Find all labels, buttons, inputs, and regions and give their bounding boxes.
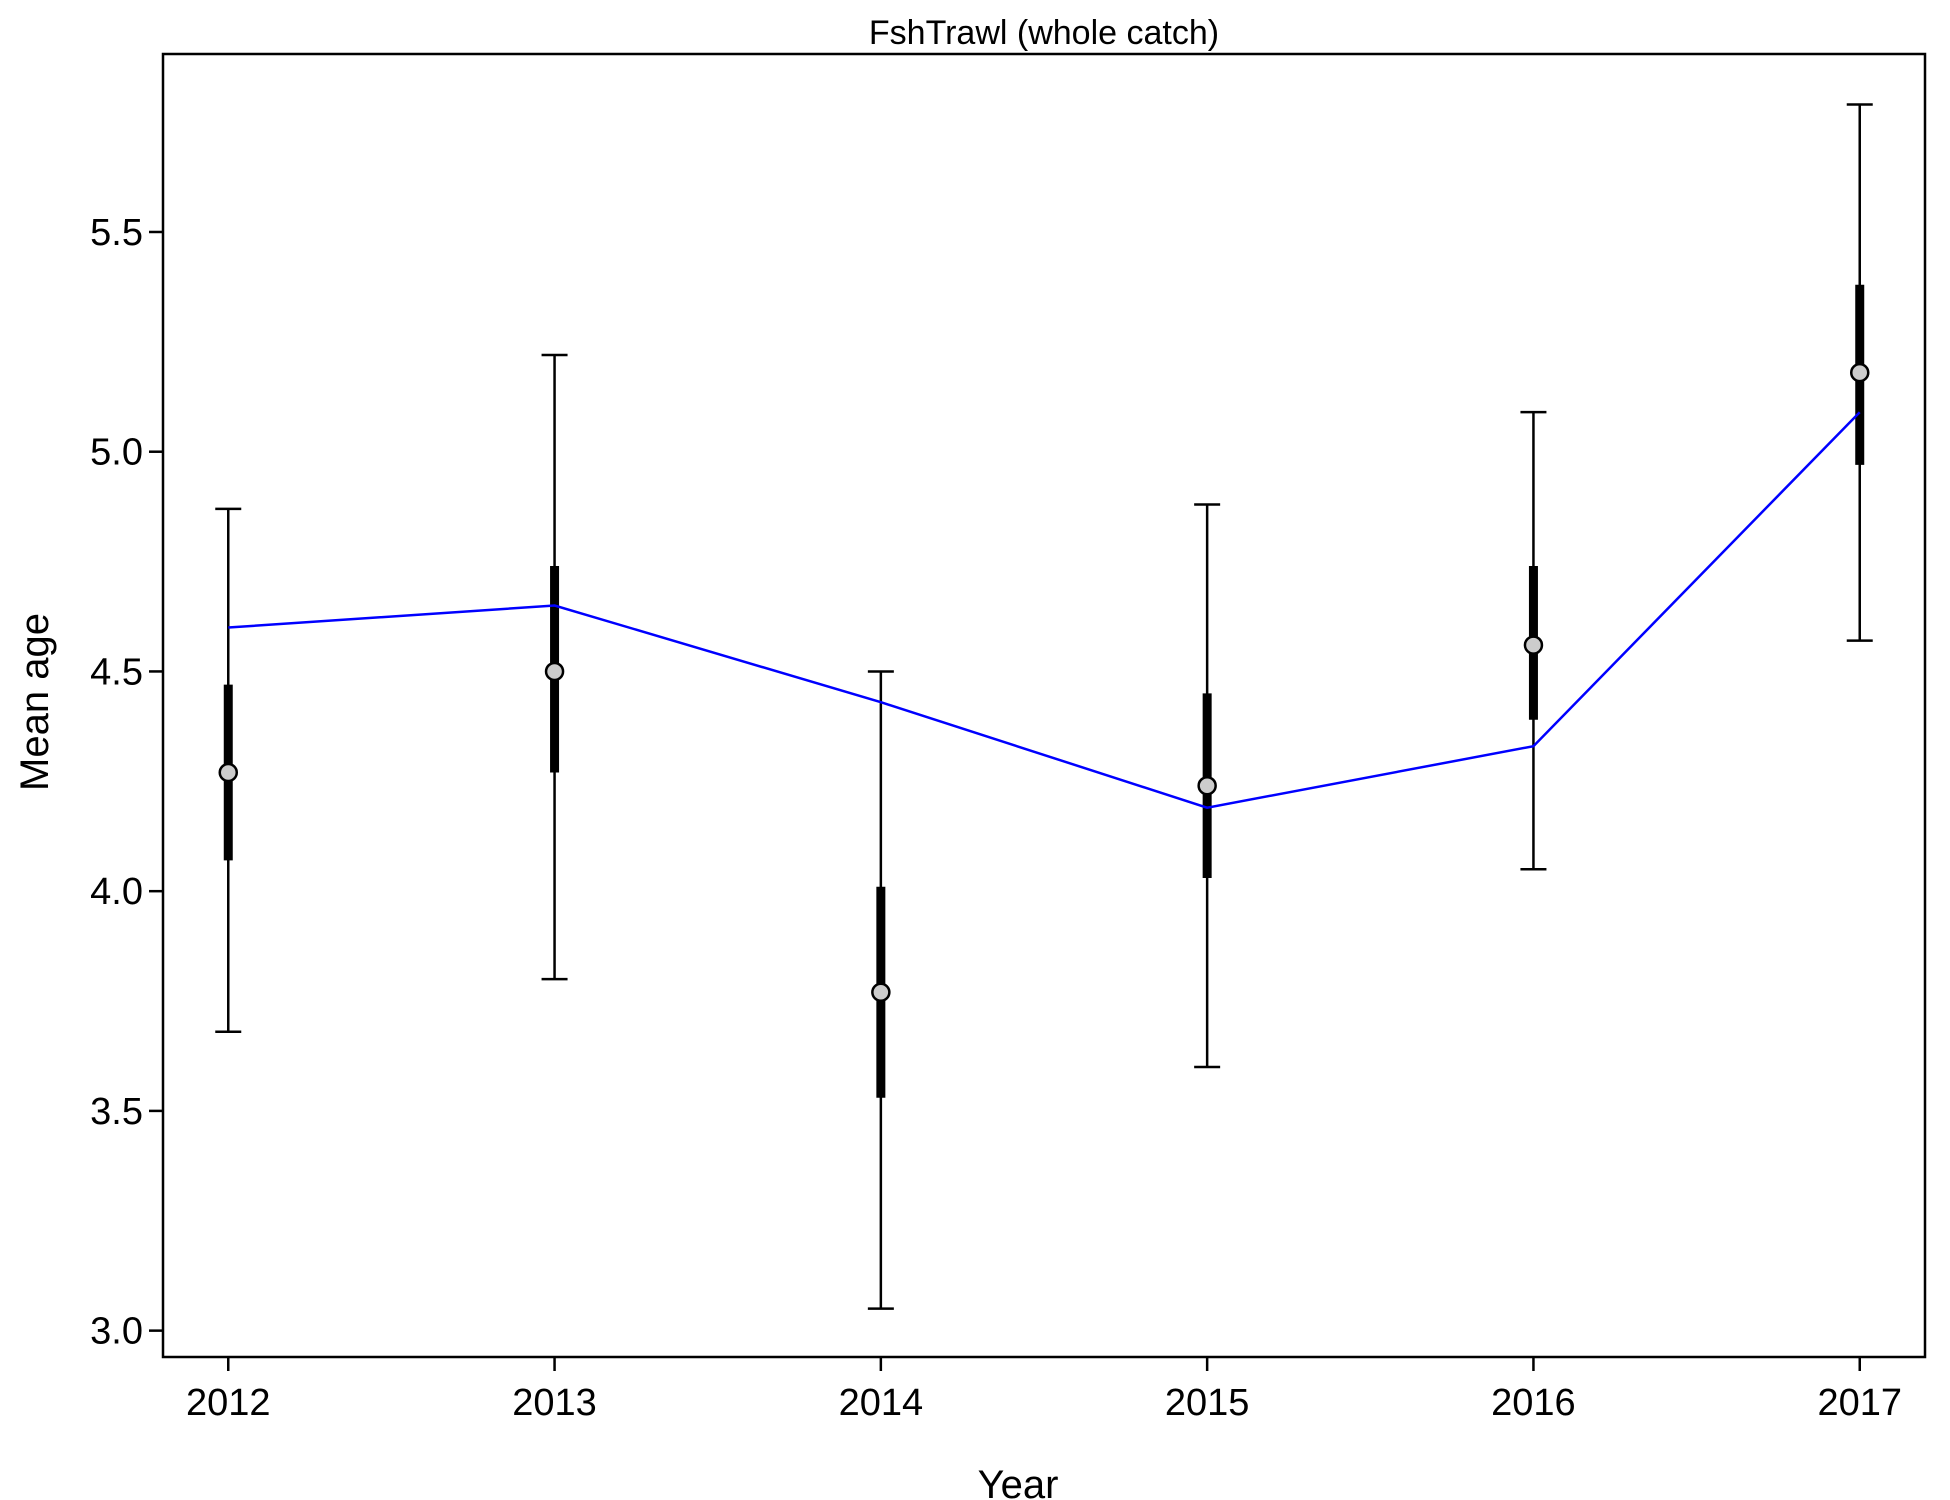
x-tick-label: 2017 xyxy=(1817,1382,1902,1424)
x-tick-label: 2012 xyxy=(186,1382,271,1424)
y-tick-label: 3.5 xyxy=(90,1091,143,1133)
y-tick-label: 3.0 xyxy=(90,1311,143,1353)
x-tick-label: 2016 xyxy=(1491,1382,1576,1424)
expected-line xyxy=(228,411,1861,809)
x-axis: 2012 2013 2014 2015 2016 2017 xyxy=(186,1357,1902,1424)
observed-point xyxy=(544,661,565,682)
observed-point xyxy=(871,982,891,1002)
x-tick-label: 2015 xyxy=(1165,1382,1250,1424)
observed-point xyxy=(1197,775,1217,796)
x-tick-label: 2014 xyxy=(839,1382,924,1424)
plot-marks xyxy=(215,103,1873,1310)
plot-frame xyxy=(161,52,1927,1359)
observed-point xyxy=(1523,635,1544,655)
observed-point xyxy=(1849,362,1870,383)
y-tick-label: 5.0 xyxy=(90,432,143,474)
y-tick-label: 5.5 xyxy=(90,212,143,254)
y-tick-label: 4.0 xyxy=(90,871,143,913)
x-tick-label: 2013 xyxy=(512,1382,597,1424)
chart-title: FshTrawl (whole catch) xyxy=(869,14,1219,52)
observed-point xyxy=(218,762,239,783)
x-axis-label: Year xyxy=(978,1463,1059,1500)
y-axis: 3.0 3.5 4.0 4.5 5.0 5.5 xyxy=(90,212,163,1353)
y-tick-label: 4.5 xyxy=(90,651,143,693)
y-axis-label: Mean age xyxy=(13,613,57,791)
